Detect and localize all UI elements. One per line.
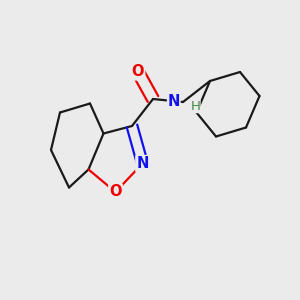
Text: H: H [190, 100, 200, 113]
Text: O: O [109, 184, 122, 200]
Text: O: O [132, 64, 144, 80]
Text: N: N [136, 156, 149, 171]
Text: N: N [168, 94, 180, 110]
